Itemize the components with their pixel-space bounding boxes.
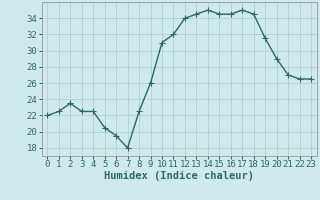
X-axis label: Humidex (Indice chaleur): Humidex (Indice chaleur) [104,171,254,181]
